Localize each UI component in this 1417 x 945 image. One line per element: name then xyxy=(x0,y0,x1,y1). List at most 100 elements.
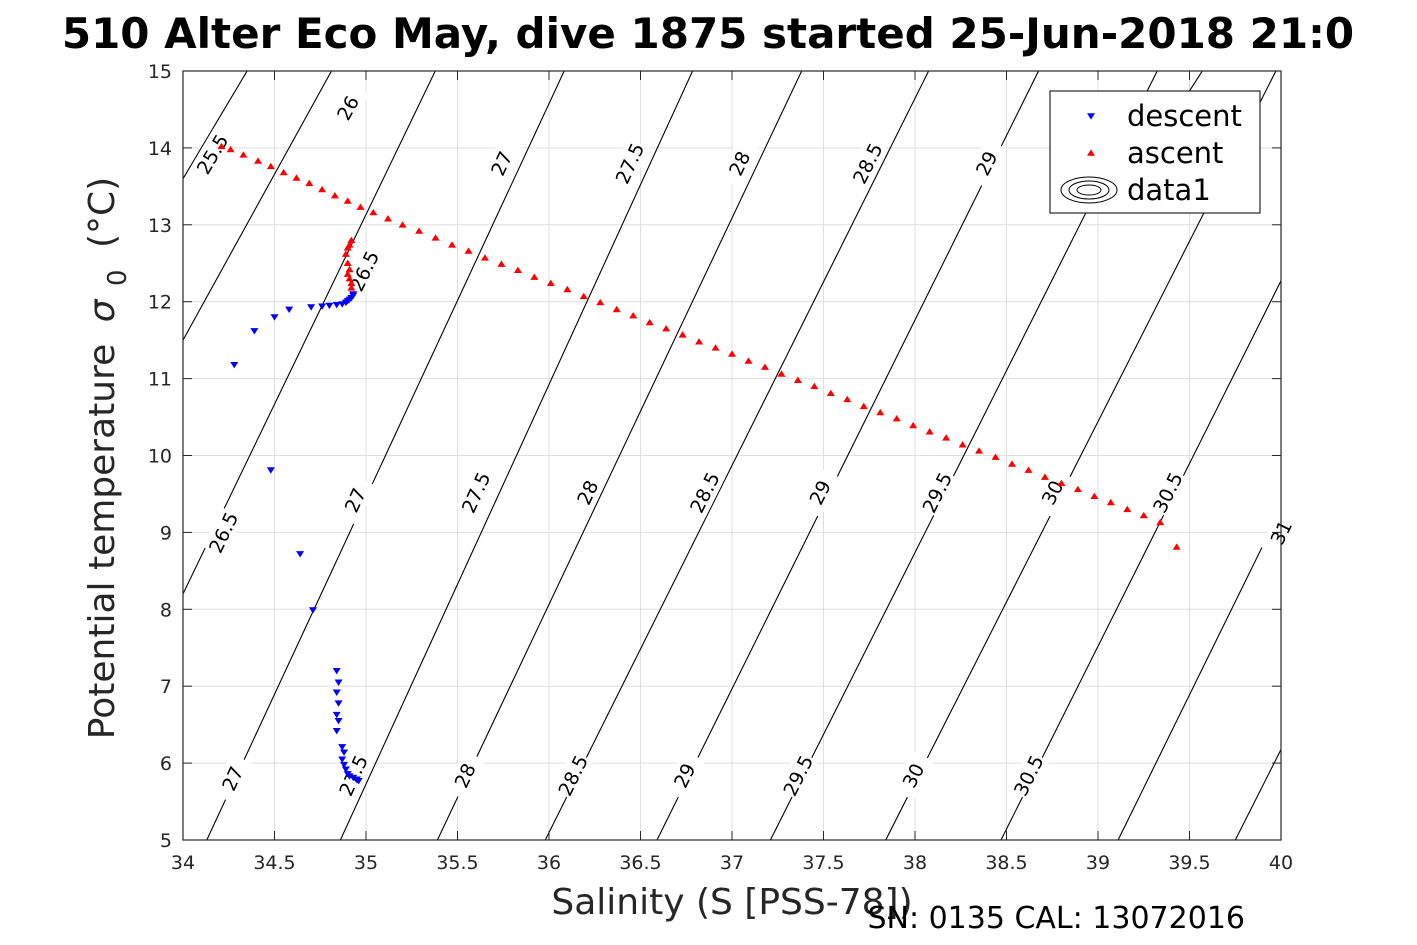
contour-label-background xyxy=(334,475,376,526)
y-tick-label: 9 xyxy=(160,522,172,544)
ascent-data-point xyxy=(1024,466,1033,473)
ascent-data-point xyxy=(1156,518,1165,526)
y-tick-label: 8 xyxy=(160,599,172,621)
contour-label-background xyxy=(212,753,253,804)
contour-label-background xyxy=(916,467,958,518)
ascent-data-point xyxy=(398,221,407,228)
descent-data-point xyxy=(340,761,349,769)
ascent-data-point xyxy=(383,215,392,222)
y-axis-label-subscript: 0 xyxy=(103,269,133,286)
x-tick-label: 38 xyxy=(903,852,927,874)
ascent-data-point xyxy=(579,292,588,300)
x-tick-label: 39 xyxy=(1086,852,1110,874)
contour-label-background xyxy=(719,138,760,189)
ascent-data-point xyxy=(1106,498,1115,506)
ascent-data-point xyxy=(266,162,275,170)
contour-label-background xyxy=(846,138,888,189)
data-series xyxy=(217,142,1181,785)
y-tick-label: 13 xyxy=(148,215,172,237)
ascent-data-point xyxy=(292,174,301,181)
ascent-data-point xyxy=(217,142,226,150)
sigma-contour-line xyxy=(183,71,436,595)
contour-label-background xyxy=(567,467,608,518)
sigma-contour-line xyxy=(183,71,333,341)
ascent-data-point xyxy=(1057,479,1066,486)
descent-data-point xyxy=(230,361,239,369)
ascent-data-point xyxy=(645,318,654,326)
descent-data-point xyxy=(318,303,327,310)
legend-ascent-marker xyxy=(1087,149,1095,156)
ascent-data-point xyxy=(318,185,327,193)
x-tick-label: 36 xyxy=(537,852,561,874)
y-tick-label: 7 xyxy=(160,676,172,698)
ascent-data-point xyxy=(596,298,605,306)
y-tick-label: 10 xyxy=(148,446,172,468)
y-tick-label: 15 xyxy=(148,61,172,83)
ascent-data-point xyxy=(777,370,786,377)
ascent-data-point xyxy=(678,331,687,338)
contour-label-background xyxy=(965,138,1007,189)
x-tick-label: 37 xyxy=(720,852,744,874)
ascent-data-point xyxy=(226,145,235,153)
ascent-data-point xyxy=(728,350,736,357)
descent-data-point xyxy=(332,668,341,675)
axis-ticks: 34 34.5 35 35.5 36 36.5 37 37.5 38 38.5 39 39.5 40 5 6… xyxy=(148,61,1293,874)
ascent-data-point xyxy=(254,157,263,164)
descent-data-point xyxy=(266,467,275,474)
ascent-data-point xyxy=(345,241,354,248)
ascent-data-point xyxy=(415,227,424,234)
descent-data-point xyxy=(308,607,317,614)
ascent-data-point xyxy=(546,279,555,287)
sigma-contour-line xyxy=(183,71,248,179)
ascent-data-point xyxy=(1090,492,1099,500)
ascent-data-point xyxy=(1139,511,1148,519)
contour-label-background xyxy=(609,138,650,189)
x-tick-label: 35 xyxy=(354,852,378,874)
ascent-data-point xyxy=(464,247,473,254)
ascent-data-point xyxy=(695,338,704,345)
x-tick-label: 39.5 xyxy=(1168,852,1210,874)
descent-data-point xyxy=(354,777,363,785)
chart-title: 510 Alter Eco May, dive 1875 started 25-… xyxy=(62,9,1354,58)
y-axis-label-unit: (°C) xyxy=(82,177,123,248)
x-tick-label: 34 xyxy=(171,852,195,874)
x-tick-label: 40 xyxy=(1269,852,1293,874)
ascent-data-point xyxy=(341,250,350,257)
descent-data-point xyxy=(338,744,347,751)
ascent-data-point xyxy=(369,208,378,216)
ascent-data-point xyxy=(356,203,365,210)
sigma-contour-line xyxy=(1000,279,1281,840)
ascent-data-point xyxy=(843,395,852,403)
ascent-data-point xyxy=(975,447,984,454)
descent-data-point xyxy=(338,756,347,763)
calibration-note: SN: 0135 CAL: 13072016 xyxy=(867,901,1245,936)
ascent-data-point xyxy=(1123,505,1132,513)
y-tick-label: 14 xyxy=(148,138,172,160)
legend-data1-label: data1 xyxy=(1127,173,1211,207)
contour-label-background xyxy=(455,467,496,518)
legend-ascent-label: ascent xyxy=(1127,136,1223,170)
descent-data-point xyxy=(341,766,350,773)
ascent-data-point xyxy=(991,453,1000,460)
ascent-data-point xyxy=(892,414,901,422)
ascent-data-point xyxy=(343,259,352,267)
contour-label-background xyxy=(799,467,841,518)
ascent-data-point xyxy=(1073,485,1082,493)
ascent-data-point xyxy=(305,179,314,187)
contour-label-background xyxy=(444,750,486,801)
descent-data-point xyxy=(334,679,343,686)
ascent-data-point xyxy=(345,265,354,273)
ascent-data-point xyxy=(347,279,356,287)
descent-data-point xyxy=(349,291,358,298)
ascent-data-point xyxy=(1172,543,1181,550)
y-tick-label: 11 xyxy=(148,369,172,391)
contour-label-background xyxy=(552,750,594,801)
contour-label-background xyxy=(202,507,244,558)
x-tick-label: 38.5 xyxy=(985,852,1027,874)
x-tick-label: 34.5 xyxy=(253,852,295,874)
legend-descent-marker xyxy=(1087,113,1095,120)
ascent-data-point xyxy=(345,275,354,282)
x-tick-label: 36.5 xyxy=(619,852,661,874)
